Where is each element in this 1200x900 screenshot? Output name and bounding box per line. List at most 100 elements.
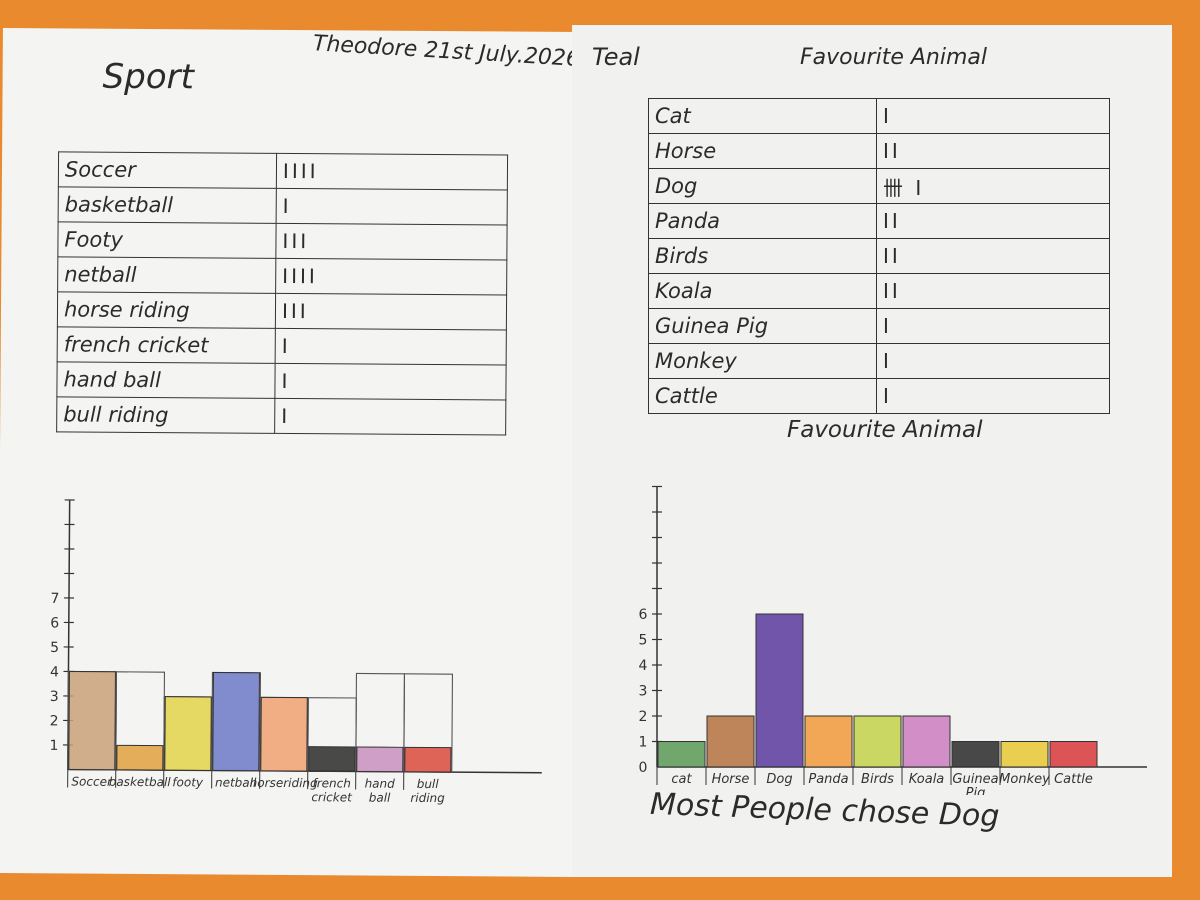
x-tick-label: cricket: [311, 790, 353, 804]
sport-table-row: Soccer IIII: [58, 151, 508, 191]
x-tick-label: bull: [417, 777, 440, 791]
tally-marks: II: [876, 273, 1110, 309]
y-tick-label: 7: [50, 591, 59, 607]
x-tick-label: hand: [365, 777, 396, 791]
bar: [951, 741, 1000, 768]
tally-label: Cat: [648, 98, 877, 134]
bar: [657, 741, 706, 768]
sport-table-row: horse riding III: [57, 291, 507, 331]
x-tick-label: Panda: [808, 772, 848, 787]
tally-marks: III: [275, 293, 507, 331]
y-tick-label: 6: [639, 607, 648, 623]
author-date: Theodore 21st July.2026: [312, 31, 581, 73]
x-tick-label: cat: [671, 772, 692, 787]
tally-label: Footy: [57, 221, 277, 259]
x-tick-label: horseriding: [250, 776, 318, 790]
tally-marks: I: [276, 188, 508, 226]
tally-marks: I: [275, 328, 507, 366]
animal-tally-table: Cat I Horse II Dog 卌 I Panda II Birds II Koala II Gu…: [648, 98, 1110, 414]
animal-table-row: Horse II: [648, 133, 1110, 169]
x-tick-label: basketball: [109, 775, 172, 789]
bar: [902, 715, 951, 768]
sport-table-row: french cricket I: [57, 326, 507, 366]
tally-label: Birds: [648, 238, 877, 274]
sport-tally-table: Soccer IIII basketball I Footy III netball IIII…: [56, 151, 508, 436]
y-tick-label: 4: [639, 658, 648, 674]
tally-marks: IIII: [276, 153, 508, 191]
y-tick-label: 0: [639, 760, 648, 776]
y-tick-label: 3: [50, 689, 59, 705]
tally-label: Soccer: [58, 151, 277, 189]
animal-table-row: Guinea Pig I: [648, 308, 1110, 344]
tally-marks: II: [876, 203, 1110, 239]
left-worksheet: Sport Theodore 21st July.2026 Soccer IIII…: [0, 28, 581, 877]
y-tick-label: 5: [50, 640, 59, 656]
tally-label: hand ball: [56, 361, 276, 399]
y-tick-label: 5: [639, 633, 648, 649]
tally-marks: I: [876, 378, 1110, 414]
animal-table-row: Koala II: [648, 273, 1110, 309]
y-tick-label: 2: [50, 713, 59, 729]
y-tick-label: 6: [50, 615, 59, 631]
x-tick-label: Dog: [766, 772, 792, 787]
bar: [1000, 741, 1049, 768]
x-tick-label: Koala: [909, 772, 945, 787]
sport-table-row: Footy III: [57, 221, 508, 261]
bar: [116, 744, 164, 771]
bar: [260, 696, 308, 772]
bar: [212, 671, 260, 772]
animal-table-row: Panda II: [648, 203, 1110, 239]
y-tick-label: 3: [639, 684, 648, 700]
tally-label: Guinea Pig: [648, 308, 877, 344]
tally-marks: III: [275, 223, 508, 261]
animal-graph-title: Favourite Animal: [787, 417, 983, 443]
y-tick-label: 1: [639, 735, 648, 751]
tally-marks: IIII: [275, 258, 507, 296]
y-tick-label: 4: [50, 664, 59, 680]
bar: [356, 746, 404, 773]
x-tick-label: Birds: [861, 772, 894, 787]
sport-title: Sport: [102, 56, 195, 98]
animal-table-row: Dog 卌 I: [648, 168, 1110, 204]
bar: [706, 715, 755, 768]
x-tick-label: Guinea: [952, 772, 998, 787]
sport-table-row: basketball I: [58, 186, 508, 226]
bar: [1049, 741, 1098, 768]
tally-marks: I: [274, 363, 507, 401]
tally-label: Koala: [648, 273, 877, 309]
bar: [68, 670, 116, 771]
x-tick-label: ball: [369, 791, 391, 805]
x-tick-label: Monkey: [999, 772, 1050, 787]
animal-table-row: Monkey I: [648, 343, 1110, 379]
x-tick-label: riding: [410, 791, 445, 805]
sport-table-row: hand ball I: [56, 361, 507, 401]
y-tick-label: 1: [49, 738, 58, 754]
tally-label: Cattle: [648, 378, 877, 414]
x-tick-label: Soccer: [71, 774, 113, 788]
animal-table-row: Cat I: [648, 98, 1110, 134]
tally-label: Dog: [648, 168, 877, 204]
tally-marks: II: [876, 238, 1110, 274]
x-tick-label: footy: [172, 775, 204, 789]
tally-label: bull riding: [56, 396, 275, 434]
x-tick-label: french: [312, 776, 350, 790]
tally-label: Panda: [648, 203, 877, 239]
y-tick-label: 2: [639, 709, 648, 725]
x-tick-label: Cattle: [1054, 772, 1093, 787]
teal-label: Teal: [592, 43, 640, 71]
bar: [755, 613, 804, 768]
tally-label: Monkey: [648, 343, 877, 379]
tally-marks: I: [876, 98, 1110, 134]
animal-table-row: Cattle I: [648, 378, 1110, 414]
tally-marks: II: [876, 133, 1110, 169]
sport-table-row: bull riding I: [56, 396, 506, 436]
sport-table-row: netball IIII: [57, 256, 507, 296]
animal-bar-chart: 0 1 2 3 4 5 6 cat Horse Dog Panda Birds Koala GuineaP…: [639, 485, 1147, 795]
tally-label: netball: [57, 256, 276, 294]
tally-label: french cricket: [57, 326, 276, 364]
bar: [853, 715, 902, 768]
tally-marks: I: [876, 343, 1110, 379]
x-tick-label: Horse: [712, 772, 750, 787]
